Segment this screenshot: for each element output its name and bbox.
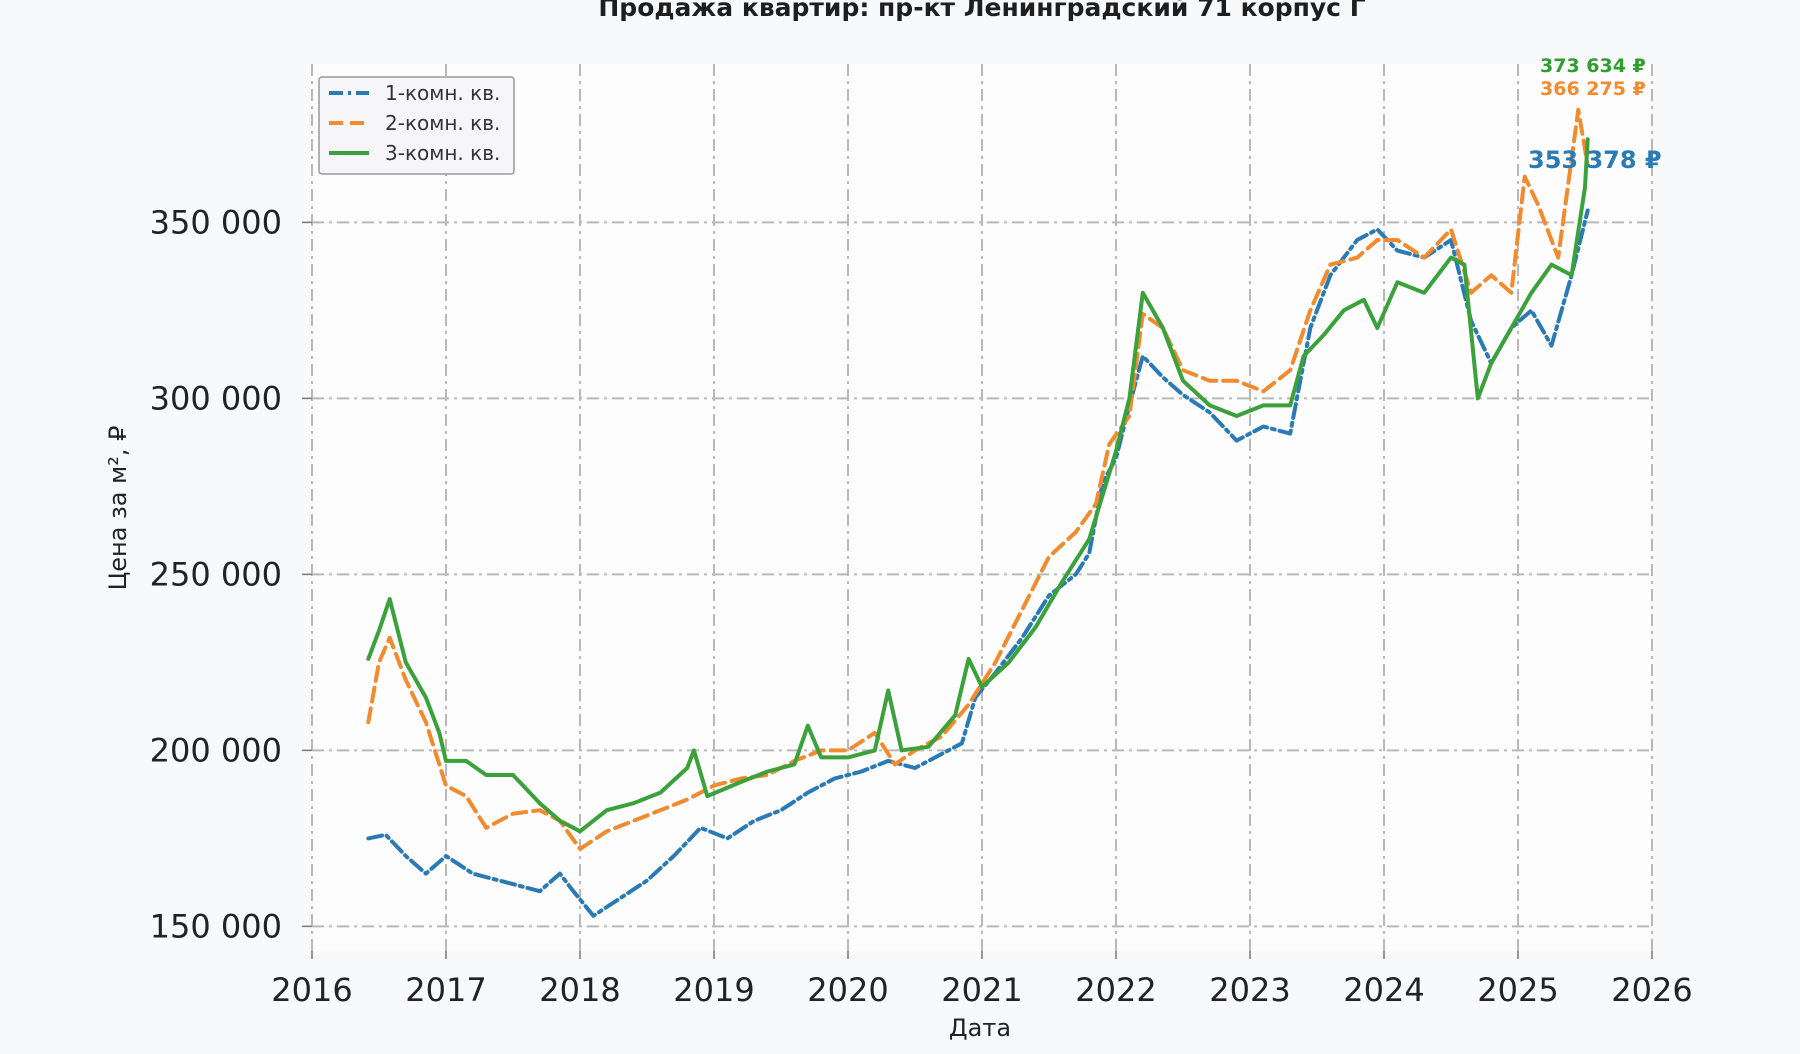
- y-tick-label: 200 000: [150, 731, 282, 769]
- chart-title: Продажа квартир: пр-кт Ленинградский 71 …: [598, 0, 1365, 22]
- end-value-label: 366 275 ₽: [1540, 78, 1646, 100]
- end-value-label: 353 378 ₽: [1528, 146, 1662, 174]
- x-tick-label: 2018: [539, 971, 620, 1009]
- y-tick-labels: 150 000 200 000 250 000 300 000 350 000: [150, 203, 282, 945]
- x-tick-label: 2022: [1075, 971, 1156, 1009]
- x-tick-label: 2024: [1343, 971, 1424, 1009]
- legend-label: 2-комн. кв.: [385, 111, 500, 135]
- legend-label: 3-комн. кв.: [385, 141, 500, 165]
- end-value-annotations: 373 634 ₽366 275 ₽ 353 378 ₽: [1528, 55, 1662, 174]
- x-tick-label: 2025: [1477, 971, 1558, 1009]
- y-tick-label: 300 000: [150, 379, 282, 417]
- x-tick-label: 2021: [941, 971, 1022, 1009]
- grid: [302, 64, 1653, 959]
- series-layer: [366, 107, 1590, 918]
- x-tick-label: 2026: [1611, 971, 1692, 1009]
- y-tick-label: 350 000: [150, 203, 282, 241]
- legend-box: [318, 76, 515, 175]
- series-line-1: [366, 208, 1590, 918]
- x-tick-label: 2016: [271, 971, 352, 1009]
- y-tick-label: 150 000: [150, 907, 282, 945]
- series-line-2: [366, 107, 1590, 851]
- x-tick-labels: 2016 2017 2018 2019 2020 2021 2022 2023 2024 2025…: [271, 971, 1692, 1009]
- x-axis-label: Дата: [949, 1014, 1011, 1042]
- x-tick-label: 2020: [807, 971, 888, 1009]
- x-tick-label: 2023: [1209, 971, 1290, 1009]
- legend: 1-комн. кв. 2-комн. кв. 3-комн. кв.: [318, 76, 515, 175]
- x-tick-label: 2019: [673, 971, 754, 1009]
- y-tick-label: 250 000: [150, 555, 282, 593]
- series-line-3: [366, 137, 1590, 834]
- x-tick-label: 2017: [405, 971, 486, 1009]
- legend-label: 1-комн. кв.: [385, 81, 500, 105]
- y-axis-label: Цена за м², ₽: [104, 426, 132, 591]
- end-value-label: 373 634 ₽: [1540, 55, 1646, 77]
